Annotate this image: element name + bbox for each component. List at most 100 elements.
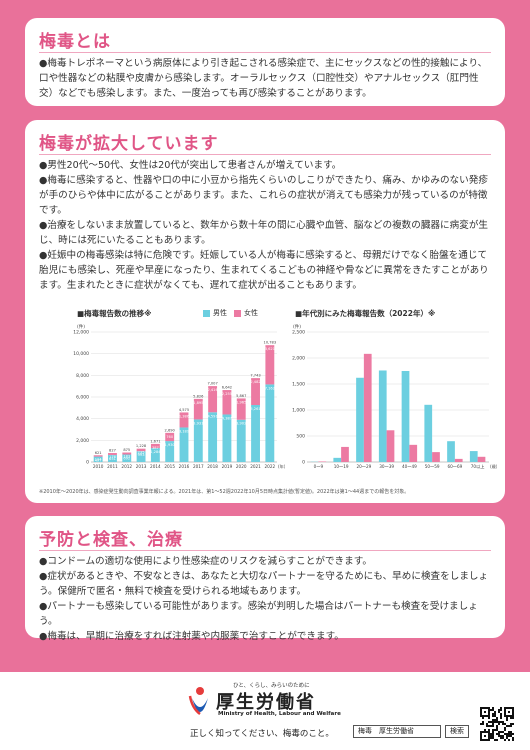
data-label-total: 621 — [95, 451, 102, 455]
qr-module — [498, 723, 500, 725]
qr-module — [484, 735, 486, 737]
data-label-total: 7,743 — [250, 374, 260, 378]
data-label-female: 1,965 — [236, 400, 246, 404]
bar-male — [136, 451, 146, 462]
x-tick-label: 10〜19 — [334, 464, 349, 469]
x-unit-label: (歳) — [490, 463, 497, 469]
qr-module — [508, 735, 510, 737]
search-button[interactable]: 検索 — [445, 725, 469, 738]
qr-module — [496, 719, 498, 721]
bar-male — [165, 441, 175, 462]
bullet-item: ●コンドームの適切な使用により性感染症のリスクを減らすことができます。 — [39, 556, 372, 567]
qr-module — [492, 735, 494, 737]
qr-module — [504, 723, 506, 725]
qr-module — [500, 731, 502, 733]
chart2-title: ■年代別にみた梅毒報告数（2022年）※ — [295, 309, 436, 318]
qr-module — [496, 727, 498, 729]
data-label-male: 3,902 — [236, 422, 246, 426]
data-label-total: 5,867 — [236, 394, 246, 398]
divider — [39, 154, 491, 155]
data-label-total: 6,642 — [222, 386, 232, 390]
qr-module — [512, 713, 514, 715]
qr-module — [482, 707, 484, 709]
qr-module — [494, 719, 496, 721]
bar-male — [447, 441, 455, 462]
qr-module — [484, 739, 486, 741]
bullet-item: ●症状があるときや、不安なときは、あなたと大切なパートナーを守るためにも、早めに… — [39, 571, 489, 597]
x-tick-label: 20〜29 — [356, 464, 371, 469]
chart-footnote: ※2010年〜2020年は、感染症発生動向調査事業年報による。2021年は、第1… — [39, 489, 410, 495]
qr-module — [484, 729, 486, 731]
data-label-female: 235 — [138, 451, 145, 455]
chart-legend: 男性 女性 — [203, 308, 258, 318]
bar-male — [236, 419, 246, 462]
data-label-male: 497 — [95, 459, 102, 463]
qr-module — [488, 731, 490, 733]
qr-module — [500, 735, 502, 737]
bar-male — [356, 377, 364, 462]
bar-male — [333, 457, 342, 462]
qr-module — [480, 733, 482, 735]
qr-module — [508, 733, 510, 735]
qr-module — [496, 725, 498, 727]
qr-module — [504, 711, 506, 713]
chart1-svg: (件)02,0004,0006,0008,00010,00012,0004971… — [73, 323, 285, 470]
qr-module — [512, 709, 514, 711]
section-bullets: ●コンドームの適切な使用により性感染症のリスクを減らすことができます。 ●症状が… — [39, 554, 491, 644]
qr-module — [482, 721, 484, 723]
bullet-item: ●治療をしないまま放置していると、数年から数十年の間に心臓や血管、脳などの複数の… — [39, 220, 489, 246]
ministry-name-en: Ministry of Health, Labour and Welfare — [218, 711, 341, 717]
bar-female — [251, 378, 260, 406]
bar-female — [150, 443, 160, 449]
x-tick-label: 0〜9 — [314, 464, 324, 469]
bullet-item: ●梅毒に感染すると、性器や口の中に小豆から指先くらいのしこりができたり、痛み、か… — [39, 175, 488, 216]
data-label-total: 4,575 — [179, 408, 189, 412]
section-what-is-syphilis: 梅毒とは ●梅毒トレポネーマという病原体により引き起こされる感染症で、主にセック… — [25, 18, 505, 106]
section-prevention: 予防と検査、治療 ●コンドームの適切な使用により性感染症のリスクを減らすことがで… — [25, 516, 505, 642]
bar-female — [454, 458, 463, 462]
x-tick-label: 2016 — [179, 464, 190, 469]
search-box[interactable]: 梅毒 厚生労働省 — [353, 725, 441, 738]
bar-female — [208, 386, 218, 413]
bar-female — [236, 398, 246, 420]
y-tick-label: 6,000 — [76, 395, 89, 401]
qr-module — [488, 729, 490, 731]
bar-male — [150, 448, 160, 462]
qr-module — [504, 715, 506, 717]
qr-module — [512, 711, 514, 713]
data-label-female: 760 — [166, 435, 174, 439]
qr-module — [490, 725, 492, 727]
qr-module — [482, 717, 484, 719]
qr-module — [500, 717, 502, 719]
bar-female — [318, 461, 327, 462]
qr-module — [510, 725, 512, 727]
tagline: ひと、くらし、みらいのために — [233, 683, 310, 689]
qr-module — [482, 731, 484, 733]
qr-code-icon[interactable] — [480, 707, 514, 741]
qr-module — [480, 735, 482, 737]
data-label-female: 1,386 — [179, 414, 190, 418]
data-label-total: 875 — [123, 448, 130, 452]
qr-module — [502, 721, 504, 723]
qr-module — [504, 733, 506, 735]
qr-module — [488, 711, 490, 713]
qr-module — [500, 737, 502, 739]
data-label-total: 10,783 — [264, 341, 277, 345]
qr-module — [502, 735, 504, 737]
qr-module — [480, 715, 482, 717]
data-label-female: 3,621 — [265, 347, 275, 351]
divider — [39, 52, 491, 53]
qr-module — [506, 737, 508, 739]
qr-module — [492, 709, 494, 711]
legend-female: 女性 — [244, 309, 258, 317]
x-tick-label: 70以上 — [471, 463, 485, 469]
qr-module — [510, 733, 512, 735]
qr-module — [496, 733, 498, 735]
qr-module — [504, 709, 506, 711]
qr-module — [512, 737, 514, 739]
data-label-female: 2,416 — [207, 388, 218, 392]
qr-module — [488, 737, 490, 739]
qr-module — [500, 715, 502, 717]
x-tick-label: 2010 — [93, 464, 104, 469]
qr-module — [508, 711, 510, 713]
